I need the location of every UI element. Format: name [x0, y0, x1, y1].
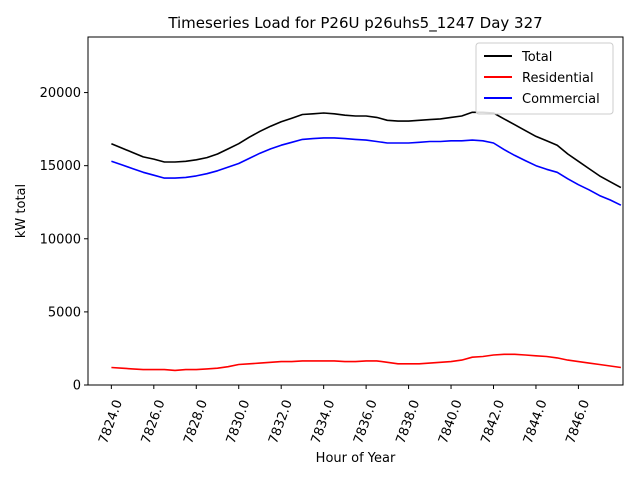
chart-title: Timeseries Load for P26U p26uhs5_1247 Da… [167, 14, 542, 33]
series-line-total [111, 111, 622, 189]
x-axis-label: Hour of Year [316, 451, 396, 466]
plot-frame [87, 36, 624, 386]
y-tick-label: 10000 [40, 232, 81, 247]
x-tick-label: 7844.0 [521, 398, 551, 446]
x-tick-label: 7836.0 [351, 398, 381, 446]
x-tick-label: 7824.0 [96, 398, 126, 446]
series-line-commercial [111, 137, 622, 206]
x-tick-label: 7840.0 [436, 398, 466, 446]
legend-label-commercial: Commercial [522, 92, 600, 107]
x-tick-label: 7834.0 [309, 398, 339, 446]
series-group [111, 111, 622, 372]
y-tick-label: 0 [73, 379, 81, 394]
axis-ticks: 7824.0 7826.0 7828.0 7830.0 7832.0 7834.0 7836… [40, 86, 593, 446]
y-axis-label: kW total [14, 184, 29, 238]
x-tick-label: 7830.0 [224, 398, 254, 446]
x-tick-label: 7842.0 [478, 398, 508, 446]
x-tick-label: 7828.0 [181, 398, 211, 446]
y-tick-label: 5000 [48, 305, 81, 320]
series-line-residential [111, 353, 622, 372]
legend: Total Residential Commercial [475, 42, 614, 115]
x-tick-label: 7826.0 [139, 398, 169, 446]
x-tick-label: 7838.0 [394, 398, 424, 446]
legend-label-residential: Residential [522, 71, 594, 86]
y-tick-label: 20000 [40, 86, 81, 101]
x-tick-label: 7846.0 [563, 398, 593, 446]
legend-label-total: Total [521, 50, 552, 65]
x-tick-label: 7832.0 [266, 398, 296, 446]
y-tick-label: 15000 [40, 159, 81, 174]
legend-box [475, 42, 614, 115]
